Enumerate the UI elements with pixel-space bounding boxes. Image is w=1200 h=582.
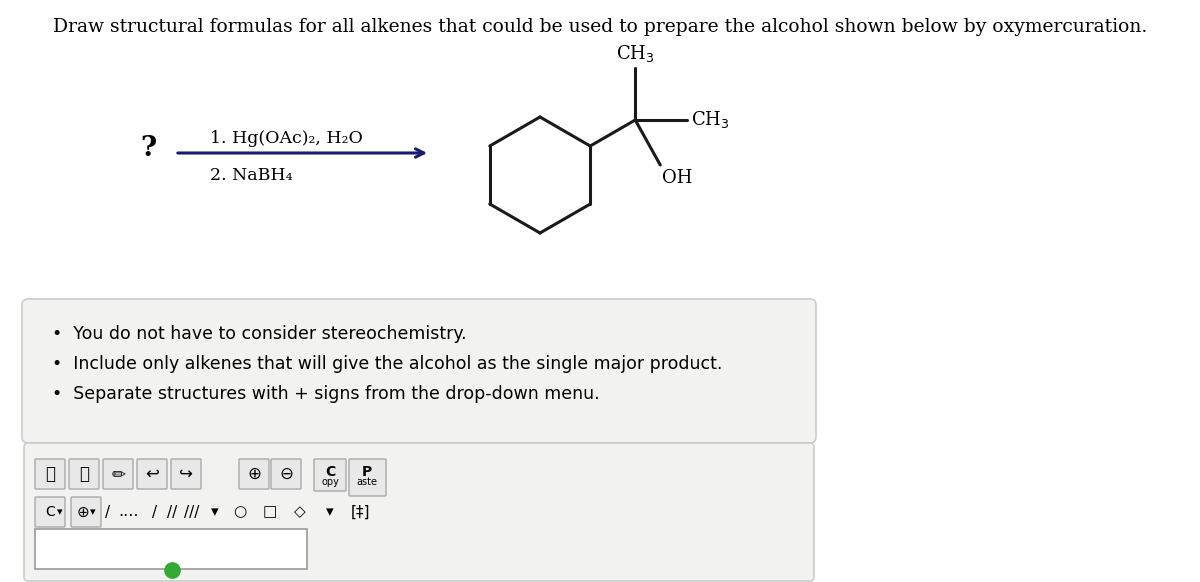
Text: //: // <box>167 505 178 520</box>
Text: OH: OH <box>662 169 692 187</box>
Text: CH$_3$: CH$_3$ <box>616 43 654 64</box>
FancyBboxPatch shape <box>24 443 814 581</box>
Text: CH$_3$: CH$_3$ <box>691 109 730 130</box>
Text: Draw structural formulas for all alkenes that could be used to prepare the alcoh: Draw structural formulas for all alkenes… <box>53 18 1147 36</box>
FancyBboxPatch shape <box>71 497 101 527</box>
Text: /: / <box>152 505 157 520</box>
Text: P: P <box>362 465 372 479</box>
Text: ⊕: ⊕ <box>77 505 89 520</box>
FancyBboxPatch shape <box>103 459 133 489</box>
Text: 📎: 📎 <box>79 465 89 483</box>
Text: •  You do not have to consider stereochemistry.: • You do not have to consider stereochem… <box>52 325 467 343</box>
FancyBboxPatch shape <box>239 459 269 489</box>
FancyBboxPatch shape <box>35 529 307 569</box>
Text: [‡]: [‡] <box>350 505 370 520</box>
Text: ▾: ▾ <box>211 505 218 520</box>
Text: ✏: ✏ <box>112 465 125 483</box>
Text: ․․․․: ․․․․ <box>118 505 138 520</box>
Text: ↪: ↪ <box>179 465 193 483</box>
Text: ↩: ↩ <box>145 465 158 483</box>
Text: aste: aste <box>356 477 378 487</box>
Text: ▾: ▾ <box>326 505 334 520</box>
FancyBboxPatch shape <box>349 459 386 496</box>
Text: ◇: ◇ <box>294 505 306 520</box>
FancyBboxPatch shape <box>35 459 65 489</box>
Text: C: C <box>325 465 335 479</box>
Text: •  Separate structures with + signs from the drop-down menu.: • Separate structures with + signs from … <box>52 385 600 403</box>
FancyBboxPatch shape <box>137 459 167 489</box>
FancyBboxPatch shape <box>172 459 202 489</box>
Text: C: C <box>46 505 55 519</box>
FancyBboxPatch shape <box>271 459 301 489</box>
Text: ?: ? <box>140 134 156 161</box>
Text: opy: opy <box>322 477 338 487</box>
FancyBboxPatch shape <box>22 299 816 443</box>
Text: ○: ○ <box>233 505 247 520</box>
Text: ⊕: ⊕ <box>247 465 260 483</box>
Text: 2. NaBH₄: 2. NaBH₄ <box>210 167 293 184</box>
Text: /: / <box>106 505 110 520</box>
FancyBboxPatch shape <box>314 459 346 491</box>
FancyBboxPatch shape <box>70 459 98 489</box>
Text: ▾: ▾ <box>90 507 96 517</box>
Text: ▾: ▾ <box>58 507 62 517</box>
Text: •  Include only alkenes that will give the alcohol as the single major product.: • Include only alkenes that will give th… <box>52 355 722 373</box>
Text: ⊖: ⊖ <box>280 465 293 483</box>
FancyBboxPatch shape <box>35 497 65 527</box>
Text: ///: /// <box>185 505 199 520</box>
Text: 1. Hg(OAc)₂, H₂O: 1. Hg(OAc)₂, H₂O <box>210 130 362 147</box>
Text: ✋: ✋ <box>46 465 55 483</box>
Text: □: □ <box>263 505 277 520</box>
